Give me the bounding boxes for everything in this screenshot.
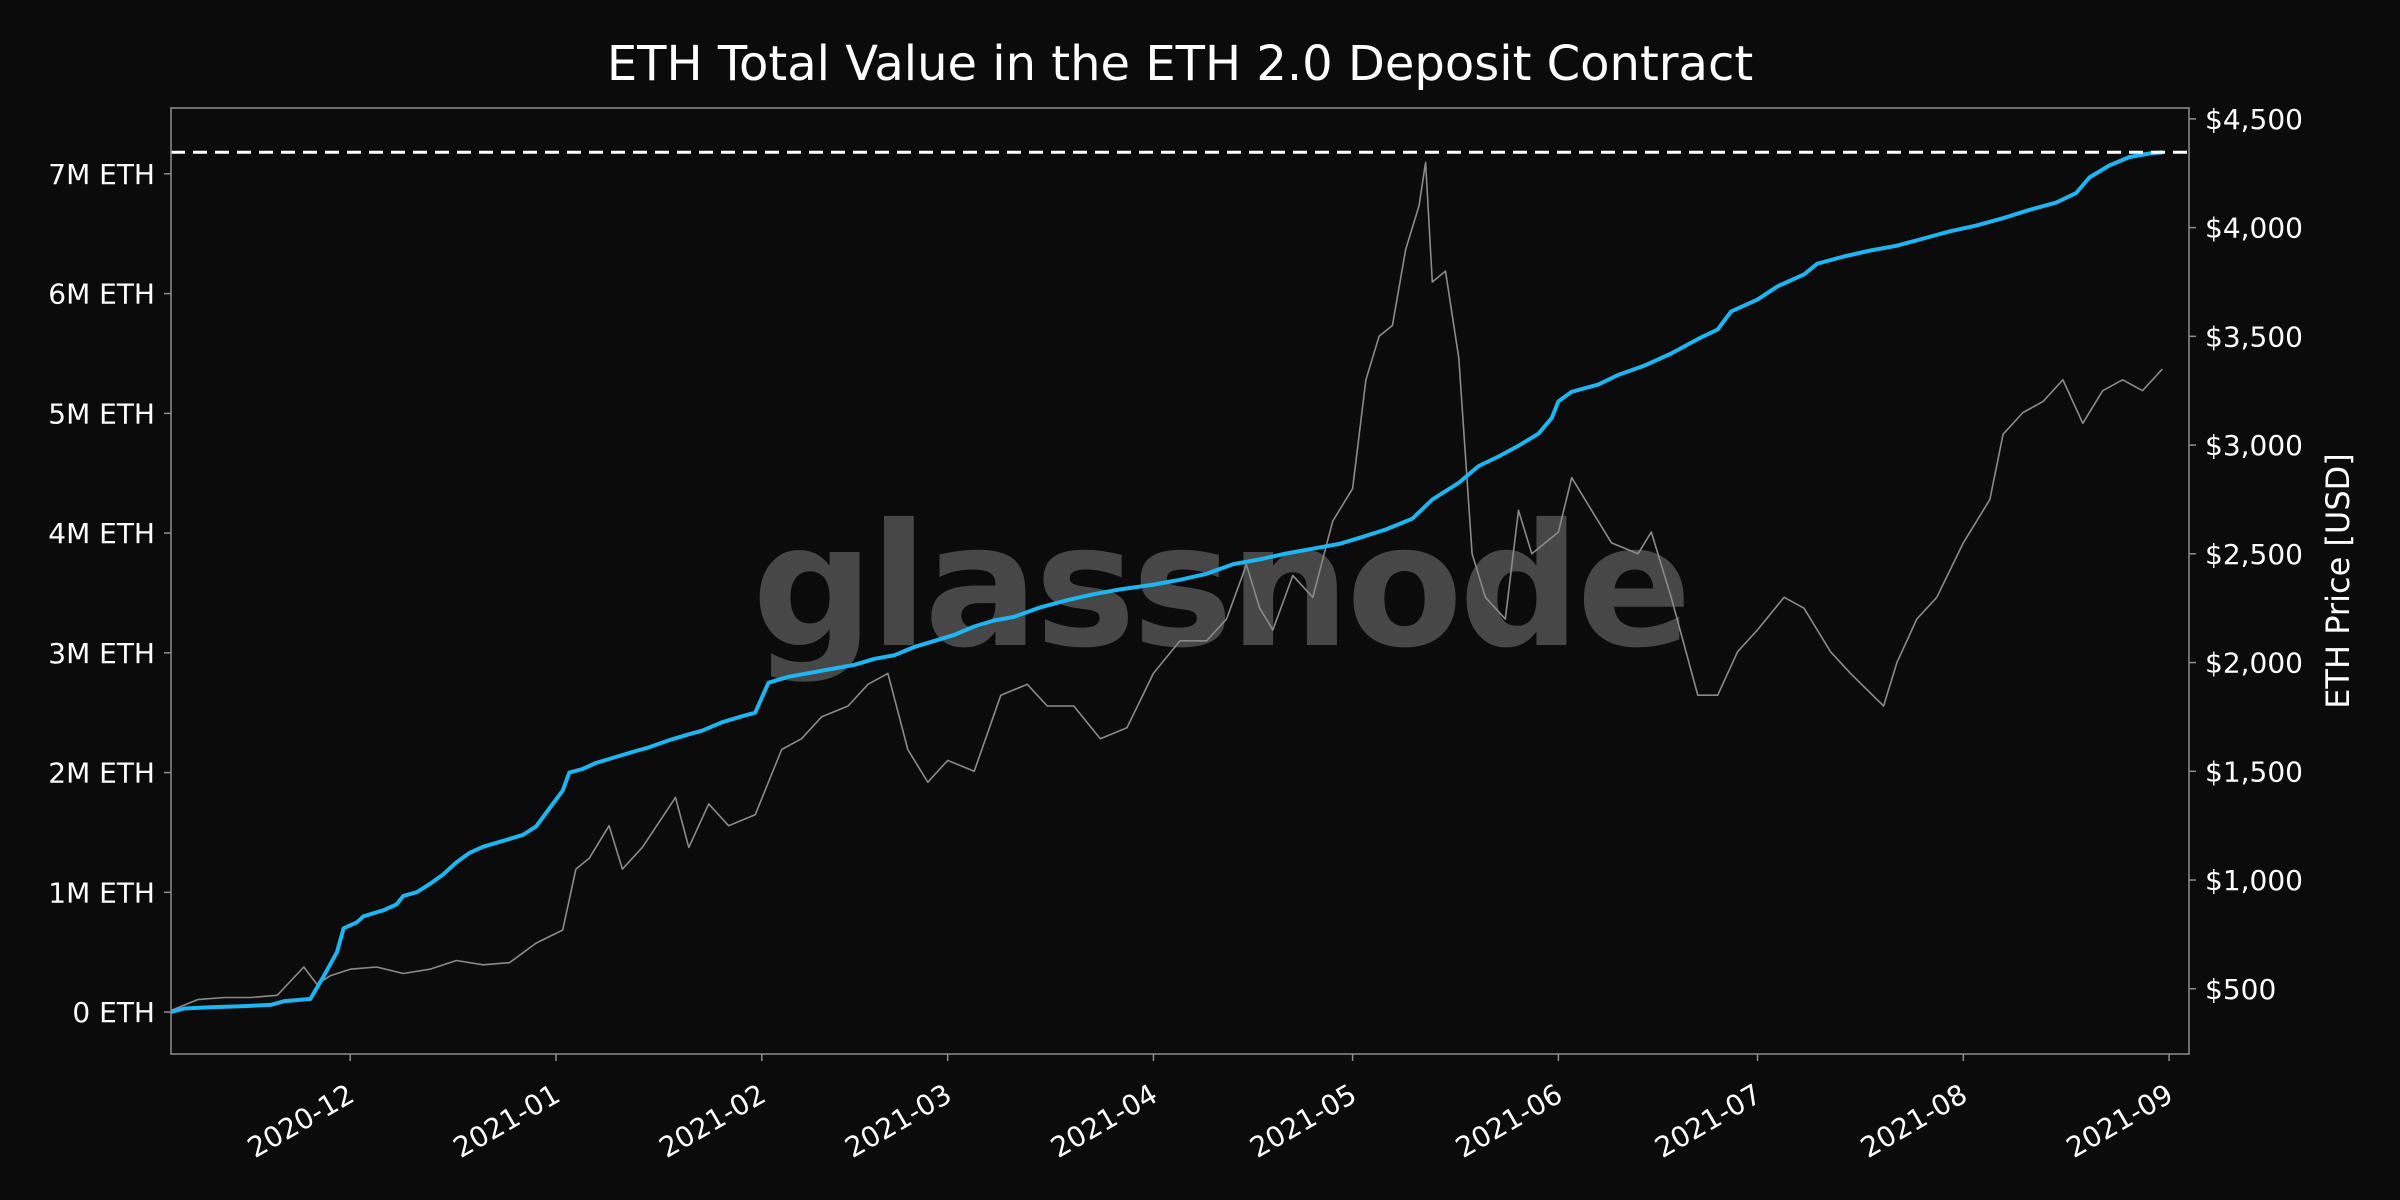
left-tick-label: 7M ETH [48,158,155,191]
glassnode-watermark: glassnode [752,488,1688,686]
deposit-total-line [170,150,2163,1015]
x-tick-label: 2021-02 [653,1077,771,1164]
left-tick-label: 6M ETH [48,278,155,311]
x-tick-label: 2021-04 [1045,1077,1163,1164]
x-tick-label: 2021-05 [1244,1077,1362,1164]
right-tick-label: $1,000 [2205,864,2303,897]
eth-price-line [170,161,2163,1012]
left-tick-label: 4M ETH [48,517,155,550]
left-tick-label: 0 ETH [72,996,155,1029]
right-axis-title: ETH Price [USD] [2319,453,2357,709]
series-layer [170,150,2163,1015]
right-axis: $500 $1,000 $1,500 $2,000 $2,500 $3,000 $3,500… [2189,103,2303,1006]
right-tick-label: $3,500 [2205,320,2303,353]
x-tick-label: 2021-09 [2061,1077,2179,1164]
right-tick-label: $1,500 [2205,755,2303,788]
x-tick-label: 2020-12 [242,1077,360,1164]
right-tick-label: $2,500 [2205,538,2303,571]
right-tick-label: $4,000 [2205,212,2303,245]
right-tick-label: $2,000 [2205,647,2303,680]
x-tick-label: 2021-01 [448,1077,566,1164]
x-tick-label: 2021-03 [839,1077,957,1164]
plot-frame [170,107,2190,1055]
x-tick-label: 2021-08 [1855,1077,1973,1164]
right-tick-label: $4,500 [2205,103,2303,136]
left-tick-label: 5M ETH [48,397,155,430]
x-tick-label: 2021-07 [1649,1077,1767,1164]
chart-title: ETH Total Value in the ETH 2.0 Deposit C… [607,36,1753,92]
left-tick-label: 1M ETH [48,876,155,909]
x-axis: 2020-12 2021-01 2021-02 2021-03 2021-04 2021-… [242,1054,2179,1165]
left-axis: 0 ETH 1M ETH 2M ETH 3M ETH 4M ETH 5M ETH 6M ET… [48,158,171,1029]
left-tick-label: 3M ETH [48,637,155,670]
right-tick-label: $500 [2205,973,2276,1006]
left-tick-label: 2M ETH [48,757,155,790]
x-tick-label: 2021-06 [1450,1077,1568,1164]
right-tick-label: $3,000 [2205,429,2303,462]
